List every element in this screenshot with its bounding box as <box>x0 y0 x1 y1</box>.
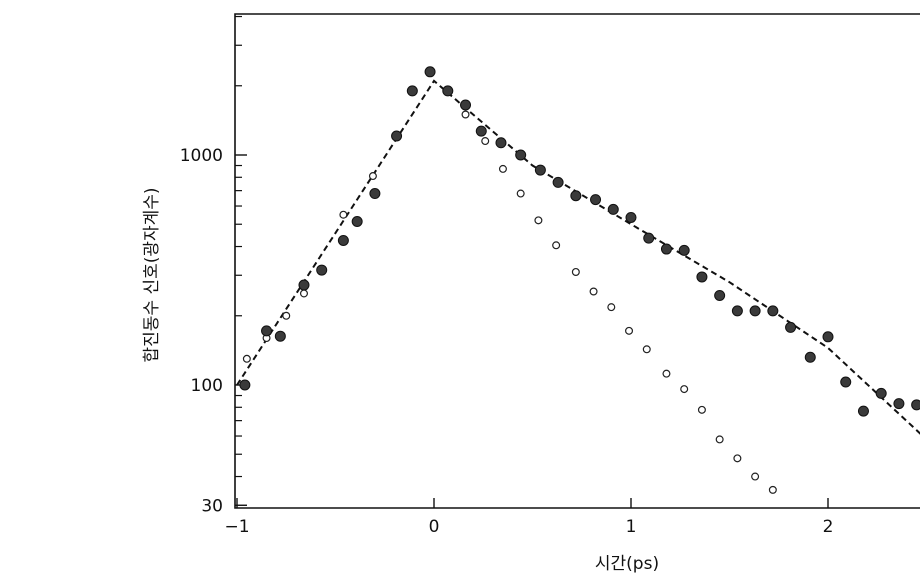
open-data-point <box>751 472 760 481</box>
open-data-point <box>662 369 671 378</box>
open-data-point <box>642 345 651 354</box>
x-tick-label: 2 <box>823 517 834 537</box>
filled-data-point <box>696 271 708 283</box>
filled-data-point <box>442 85 454 97</box>
filled-data-point <box>391 130 403 142</box>
plot-frame <box>234 13 920 509</box>
y-axis-title: 합진동수 신호(광자계수) <box>142 187 162 362</box>
filled-data-point <box>749 305 761 317</box>
open-data-point <box>697 405 706 414</box>
filled-data-point <box>424 66 436 78</box>
filled-data-point <box>875 387 887 399</box>
x-tick-label: 0 <box>429 517 440 537</box>
filled-data-point <box>857 405 869 417</box>
tick-labels: −1 0 1 2 30 100 1000 <box>180 146 834 537</box>
x-tick-label: 1 <box>626 517 637 537</box>
filled-data-point <box>590 194 602 206</box>
open-data-point <box>589 287 598 296</box>
open-data-point <box>516 189 525 198</box>
open-data-point <box>768 485 777 494</box>
open-data-point <box>552 241 561 250</box>
open-data-point <box>625 326 634 335</box>
filled-data-point <box>643 232 655 244</box>
filled-data-point <box>274 330 286 342</box>
open-circle-series <box>242 110 777 494</box>
x-tick-label: −1 <box>224 517 249 537</box>
open-data-point <box>607 303 616 312</box>
filled-data-point <box>607 203 619 215</box>
fit-line <box>236 79 920 435</box>
filled-data-point <box>678 244 690 256</box>
filled-data-point <box>660 243 672 255</box>
open-data-point <box>339 210 348 219</box>
filled-data-point <box>731 305 743 317</box>
y-tick-label: 100 <box>191 376 223 396</box>
filled-data-point <box>911 399 920 411</box>
filled-data-point <box>714 289 726 301</box>
filled-data-point <box>475 125 487 137</box>
filled-data-point <box>239 379 251 391</box>
filled-data-point <box>515 149 527 161</box>
filled-data-point <box>298 279 310 291</box>
open-data-point <box>481 137 490 146</box>
plot-frame-border <box>234 13 920 509</box>
open-data-point <box>282 311 291 320</box>
open-data-point <box>571 267 580 276</box>
filled-data-point <box>840 376 852 388</box>
filled-data-point <box>785 321 797 333</box>
filled-data-point <box>893 398 905 410</box>
filled-data-point <box>460 99 472 111</box>
open-data-point <box>368 172 377 181</box>
filled-data-point <box>369 188 381 200</box>
filled-data-point <box>495 137 507 149</box>
x-axis-title: 시간(ps) <box>595 554 659 574</box>
filled-data-point <box>337 234 349 246</box>
filled-circle-series <box>239 66 920 417</box>
open-data-point <box>299 289 308 298</box>
filled-data-point <box>552 176 564 188</box>
filled-data-point <box>534 164 546 176</box>
open-data-point <box>461 110 470 119</box>
open-data-point <box>534 216 543 225</box>
y-tick-label: 1000 <box>180 146 223 166</box>
filled-data-point <box>767 305 779 317</box>
filled-data-point <box>822 331 834 343</box>
fit-curve <box>236 79 920 435</box>
filled-data-point <box>406 85 418 97</box>
open-data-point <box>733 454 742 463</box>
axis-ticks <box>235 15 829 508</box>
filled-data-point <box>804 351 816 363</box>
filled-data-point <box>351 215 363 227</box>
open-data-point <box>715 435 724 444</box>
filled-data-point <box>261 325 273 337</box>
open-data-point <box>680 385 689 394</box>
y-tick-label: 30 <box>201 496 223 516</box>
open-data-point <box>498 164 507 173</box>
filled-data-point <box>625 211 637 223</box>
filled-data-point <box>316 264 328 276</box>
filled-data-point <box>570 190 582 202</box>
open-data-point <box>242 354 251 363</box>
